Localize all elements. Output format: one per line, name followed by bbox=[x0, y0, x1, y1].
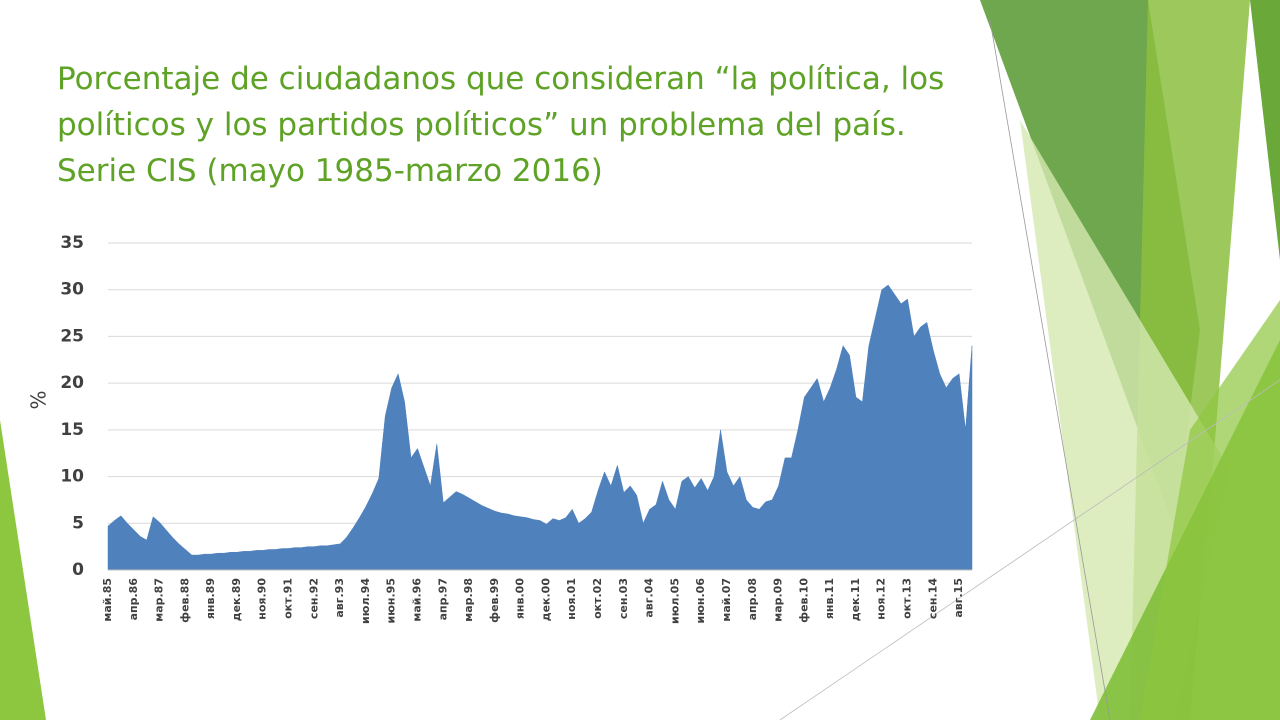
x-tick-label: янв.89 bbox=[204, 578, 217, 619]
y-tick-label: 0 bbox=[72, 560, 84, 580]
x-tick-label: июл.05 bbox=[668, 578, 681, 624]
x-tick-label: июн.95 bbox=[385, 578, 398, 624]
x-tick-label: авг.93 bbox=[333, 578, 346, 618]
x-tick-label: апр.97 bbox=[436, 578, 449, 620]
area bbox=[107, 284, 973, 571]
x-tick-label: сен.92 bbox=[307, 578, 320, 619]
deco-line bbox=[989, 19, 1111, 720]
x-tick-label: фев.10 bbox=[797, 578, 810, 623]
x-tick-label: мар.98 bbox=[462, 578, 475, 622]
x-tick-label: ноя.90 bbox=[256, 578, 269, 620]
x-tick-label: апр.08 bbox=[746, 578, 759, 620]
x-tick-label: окт.02 bbox=[591, 578, 604, 619]
x-tick-label: авг.04 bbox=[643, 578, 656, 618]
x-tick-label: июл.94 bbox=[359, 578, 372, 624]
y-tick-label: 15 bbox=[60, 420, 84, 440]
x-tick-label: дек.11 bbox=[849, 578, 862, 621]
deco-triangle bbox=[1140, 300, 1280, 720]
y-tick-label: 5 bbox=[72, 513, 84, 533]
x-tick-label: дек.00 bbox=[539, 578, 552, 622]
y-axis-label: % bbox=[27, 390, 51, 409]
x-tick-label: сен.14 bbox=[926, 578, 939, 619]
x-tick-label: июн.06 bbox=[694, 578, 707, 624]
deco-triangle bbox=[1250, 0, 1280, 260]
x-tick-label: янв.11 bbox=[823, 578, 836, 619]
x-tick-label: сен.03 bbox=[617, 578, 630, 619]
deco-line bbox=[779, 379, 1280, 720]
deco-triangle bbox=[0, 420, 46, 720]
x-tick-label: ноя.01 bbox=[565, 578, 578, 620]
y-tick-label: 20 bbox=[60, 373, 84, 393]
x-tick-label: май.07 bbox=[720, 578, 733, 622]
x-tick-label: авг.15 bbox=[952, 578, 965, 618]
x-tick-label: дек.89 bbox=[230, 578, 243, 621]
x-tick-label: апр.86 bbox=[127, 578, 140, 621]
x-tick-label: окт.91 bbox=[282, 578, 295, 619]
x-tick-label: мар.09 bbox=[772, 578, 785, 622]
y-tick-label: 30 bbox=[60, 280, 84, 300]
x-tick-label: фев.88 bbox=[178, 578, 191, 623]
x-tick-label: фев.99 bbox=[488, 578, 501, 623]
y-tick-label: 10 bbox=[60, 467, 84, 487]
y-tick-label: 35 bbox=[60, 233, 84, 253]
x-tick-label: май.96 bbox=[410, 578, 423, 622]
x-tick-label: май.85 bbox=[101, 578, 114, 622]
x-tick-label: янв.00 bbox=[514, 578, 527, 619]
chart-title: Porcentaje de ciudadanos que consideran … bbox=[57, 61, 945, 189]
y-tick-label: 25 bbox=[60, 326, 84, 346]
x-tick-label: мар.87 bbox=[153, 578, 166, 622]
x-tick-label: окт.13 bbox=[901, 578, 914, 619]
x-tick-label: ноя.12 bbox=[875, 578, 888, 620]
